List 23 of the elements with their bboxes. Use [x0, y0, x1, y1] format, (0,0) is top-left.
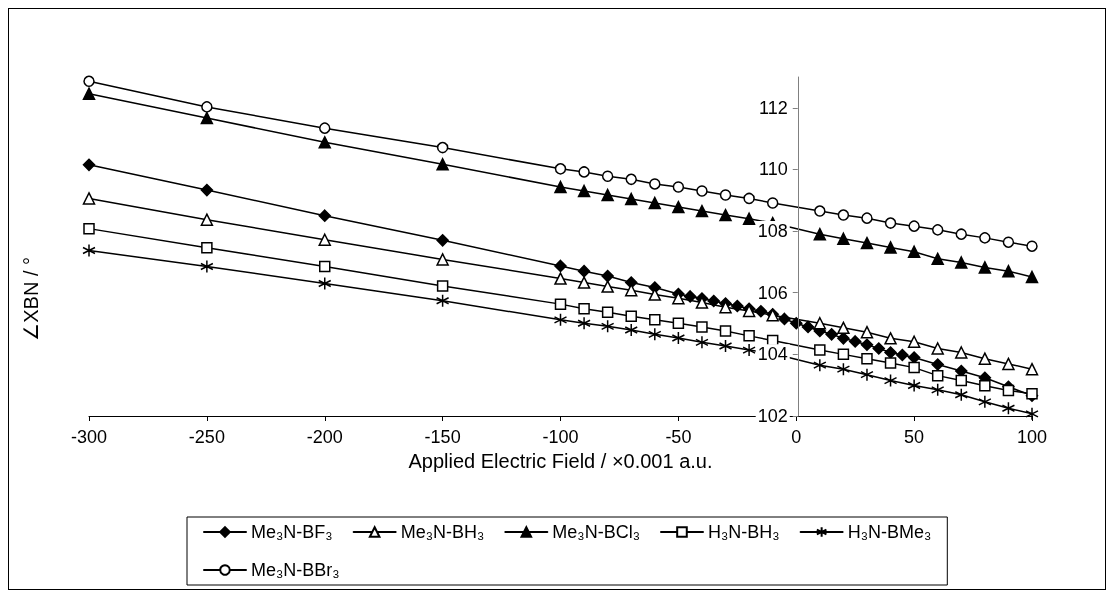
y-tick-label: 104 — [757, 344, 788, 365]
x-tick-label: -100 — [542, 427, 579, 447]
x-tick-label: -150 — [424, 427, 461, 447]
legend-label: H₃N-BMe₃ — [847, 522, 932, 542]
x-tick-label: -300 — [70, 427, 108, 447]
y-axis-title: ∠XBN / ° — [20, 256, 42, 341]
y-tick-label: 108 — [757, 221, 788, 242]
x-tick-label: -200 — [306, 427, 343, 447]
x-tick-label: -50 — [665, 427, 692, 447]
legend-label: Me₃N-BH₃ — [400, 522, 485, 542]
y-tick-label: 102 — [757, 406, 788, 426]
legend-label: Me₃N-BBr₃ — [251, 560, 340, 580]
x-axis-title: Applied Electric Field / ×0.001 a.u. — [408, 449, 713, 472]
y-tick-label: 106 — [757, 282, 788, 303]
x-tick-label: 100 — [1016, 427, 1048, 447]
legend-label: Me₃N-BCl₃ — [552, 522, 640, 542]
y-tick-label: 110 — [759, 159, 788, 180]
legend-label: H₃N-BH₃ — [707, 522, 780, 542]
x-tick-label: 0 — [791, 427, 802, 447]
y-tick-label: 112 — [759, 97, 788, 118]
x-tick-label: 50 — [904, 427, 925, 447]
x-tick-label: -250 — [188, 427, 225, 447]
legend-label: Me₃N-BF₃ — [251, 522, 333, 542]
